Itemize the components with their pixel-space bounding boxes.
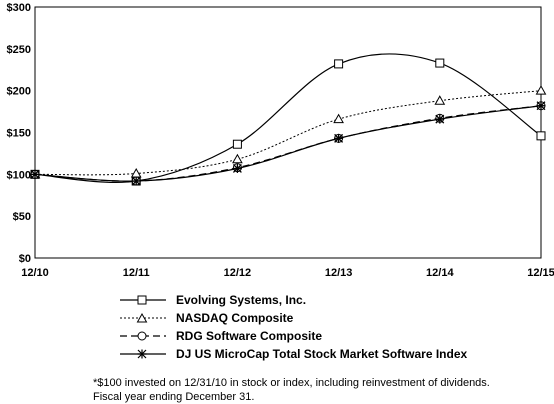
series-1 <box>29 85 547 179</box>
y-tick-label: $300 <box>7 2 31 14</box>
series-line <box>34 53 542 183</box>
data-point-marker <box>536 131 546 141</box>
legend-item: DJ US MicroCap Total Stock Market Softwa… <box>120 345 467 363</box>
plot-area-border <box>34 6 542 259</box>
y-tick-label: $50 <box>13 211 31 223</box>
legend-label-evolving: Evolving Systems, Inc. <box>176 293 307 307</box>
y-tick-label: $0 <box>19 253 31 265</box>
data-point-marker <box>535 85 547 95</box>
line-chart: $0$50$100$150$200$250$300 12/10 12/11 12/1… <box>7 2 554 279</box>
legend-item: RDG Software Composite <box>120 327 467 345</box>
legend-swatch <box>120 331 166 341</box>
data-point-marker <box>434 95 446 105</box>
y-tick-label: $200 <box>7 86 31 98</box>
legend-item: Evolving Systems, Inc. <box>120 291 467 309</box>
legend-swatch <box>120 295 166 305</box>
data-point-marker <box>536 101 546 111</box>
legend-item: NASDAQ Composite <box>120 309 467 327</box>
series-0 <box>30 53 546 186</box>
series-line <box>34 105 542 182</box>
data-point-marker <box>333 113 344 124</box>
y-tick-label: $100 <box>7 169 31 181</box>
data-point-marker <box>435 58 445 68</box>
legend-label-dj-microcap: DJ US MicroCap Total Stock Market Softwa… <box>176 347 468 361</box>
legend-label-nasdaq: NASDAQ Composite <box>176 311 294 325</box>
x-axis-tick-labels: 12/10 12/11 12/12 12/13 12/14 12/15 <box>21 267 554 279</box>
data-point-marker <box>131 176 141 186</box>
y-tick-label: $250 <box>7 44 31 56</box>
series-line <box>34 90 542 176</box>
footnote-line-2: Fiscal year ending December 31. <box>93 391 255 403</box>
x-tick-label: 12/12 <box>224 267 252 279</box>
series-lines <box>29 53 547 186</box>
footnote: *$100 invested on 12/31/10 in stock or i… <box>93 376 490 404</box>
x-tick-label: 12/11 <box>123 267 150 279</box>
data-point-marker <box>435 114 445 124</box>
x-tick-label: 12/14 <box>426 267 454 279</box>
data-point-marker <box>30 169 40 179</box>
legend-label-rdg: RDG Software Composite <box>176 329 323 343</box>
data-point-marker <box>334 133 344 143</box>
data-point-marker <box>334 59 344 69</box>
x-tick-label: 12/10 <box>21 267 49 279</box>
series-2 <box>30 101 546 186</box>
series-line <box>34 105 542 182</box>
y-axis-tick-labels: $0 $50 $100 $150 $200 $250 $300 <box>7 2 31 265</box>
series-3 <box>30 101 546 186</box>
data-point-marker <box>232 163 242 173</box>
data-point-marker <box>232 139 242 149</box>
legend: Evolving Systems, Inc. NASDAQ Composite … <box>120 291 467 363</box>
legend-swatch <box>120 349 166 359</box>
x-tick-label: 12/15 <box>527 267 554 279</box>
y-tick-label: $150 <box>7 128 31 140</box>
legend-swatch <box>120 312 166 323</box>
data-point-marker <box>232 153 243 164</box>
x-tick-label: 12/13 <box>325 267 353 279</box>
footnote-line-1: *$100 invested on 12/31/10 in stock or i… <box>93 377 490 389</box>
